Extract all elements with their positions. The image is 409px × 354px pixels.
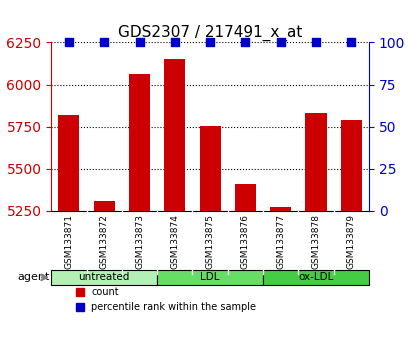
Bar: [305, 113, 326, 354]
Title: GDS2307 / 217491_x_at: GDS2307 / 217491_x_at: [118, 25, 301, 41]
Bar: [234, 184, 255, 354]
Point: [207, 40, 213, 45]
Bar: [128, 74, 150, 354]
Text: GSM133873: GSM133873: [135, 215, 144, 269]
Text: GSM133876: GSM133876: [240, 215, 249, 269]
Legend: count, percentile rank within the sample: count, percentile rank within the sample: [72, 284, 260, 316]
Text: GSM133872: GSM133872: [99, 215, 108, 269]
Point: [136, 40, 142, 45]
Bar: [51, 270, 157, 285]
Bar: [58, 115, 79, 354]
Text: LDL: LDL: [200, 272, 219, 282]
Text: agent: agent: [17, 272, 49, 282]
Bar: [263, 270, 368, 285]
Text: GSM133875: GSM133875: [205, 215, 214, 269]
Bar: [157, 270, 263, 285]
Point: [347, 40, 354, 45]
Point: [277, 40, 283, 45]
Point: [242, 40, 248, 45]
Text: ox-LDL: ox-LDL: [298, 272, 333, 282]
Bar: [164, 59, 185, 354]
Bar: [93, 201, 115, 354]
Text: GSM133874: GSM133874: [170, 215, 179, 269]
Text: GSM133878: GSM133878: [311, 215, 320, 269]
Point: [171, 40, 178, 45]
Text: GSM133877: GSM133877: [276, 215, 285, 269]
Text: GSM133871: GSM133871: [64, 215, 73, 269]
Bar: [340, 120, 361, 354]
Text: untreated: untreated: [79, 272, 130, 282]
Point: [101, 40, 107, 45]
Point: [312, 40, 319, 45]
Bar: [199, 126, 220, 354]
Bar: [270, 207, 291, 354]
Point: [65, 40, 72, 45]
Text: GSM133879: GSM133879: [346, 215, 355, 269]
